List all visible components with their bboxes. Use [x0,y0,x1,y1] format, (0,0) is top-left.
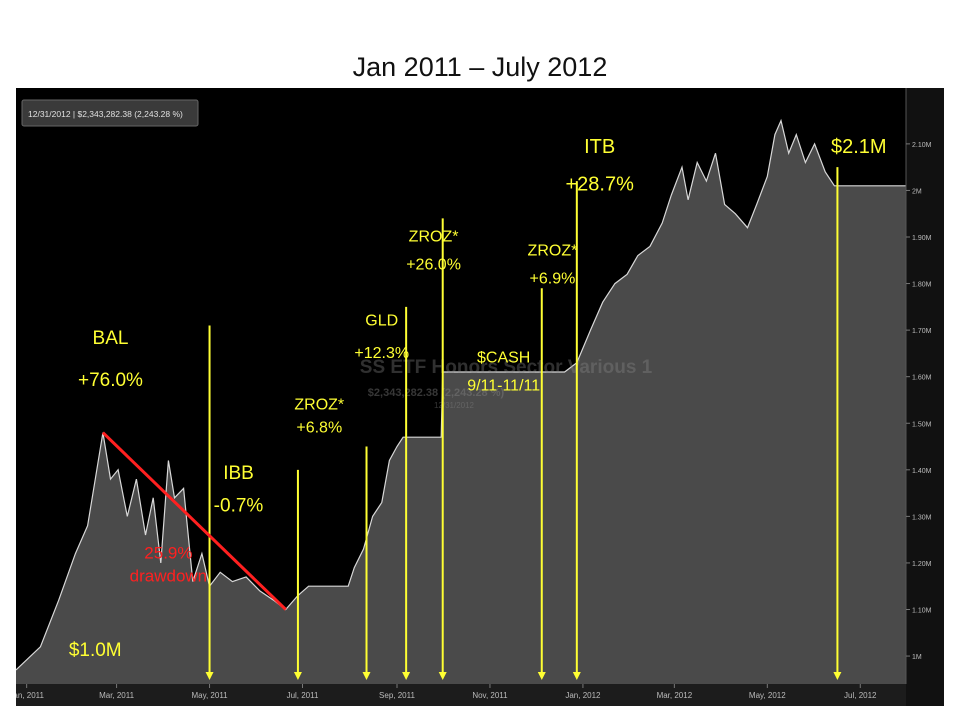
y-tick-label: 1.60M [912,375,932,382]
event-marker-arrowhead [293,672,302,680]
event-marker-arrowhead [205,672,214,680]
annotation-label: -0.7% [214,496,264,517]
value-tooltip: 12/31/2012 | $2,343,282.38 (2,243.28 %) [21,99,199,127]
y-tick-label: 1.50M [912,421,932,428]
y-tick-label: 1.90M [912,235,932,242]
annotation-label: GLD [365,312,398,329]
event-marker-arrowhead [438,672,447,680]
annotation-label: +26.0% [406,257,461,274]
x-tick-label: Mar, 2012 [657,691,693,700]
x-tick-label: Jan, 2011 [16,691,44,700]
x-tick-label: Jan, 2012 [565,691,601,700]
event-markers [205,167,842,680]
y-tick-label: 2M [912,188,922,195]
y-tick-label: 1.20M [912,561,932,568]
y-tick-label: 1M [912,654,922,661]
x-tick-label: Jul, 2012 [844,691,877,700]
annotations: 25.9% drawdown BAL +76.0% IBB -0.7% ZROZ* +6.8%… [69,136,887,661]
event-marker-arrowhead [572,672,581,680]
y-tick-label: 1.70M [912,328,932,335]
event-marker-arrowhead [537,672,546,680]
x-tick-label: May, 2011 [191,691,228,700]
event-marker-arrowhead [362,672,371,680]
annotation-label: +76.0% [78,370,143,391]
x-tick-label: Mar, 2011 [99,691,135,700]
x-tick-label: Jul, 2011 [287,691,319,700]
x-axis-band [16,684,944,706]
value-tooltip-text: 12/31/2012 | $2,343,282.38 (2,243.28 %) [28,109,183,119]
y-tick-label: 1.80M [912,282,932,289]
y-tick-label: 1.40M [912,468,932,475]
portfolio-chart: SS ETF Honors Sector Various 1 $2,343,28… [16,88,944,706]
drawdown-label: 25.9% [144,543,192,562]
y-tick-label: 1.10M [912,608,932,615]
axes: Jan, 2011 Mar, 2011 May, 2011 Jul, 2011 Sep,… [16,88,944,706]
annotation-label: $CASH [477,350,530,367]
annotation-label: BAL [93,328,129,349]
annotation-label: $2.1M [831,136,887,158]
annotation-label: ZROZ* [294,396,344,413]
drawdown-label: drawdown [130,567,208,586]
watermark: SS ETF Honors Sector Various 1 $2,343,28… [360,357,653,410]
x-tick-label: Sep, 2011 [379,691,415,700]
watermark-date: 12/31/2012 [434,401,475,410]
event-marker-arrowhead [833,672,842,680]
watermark-value: $2,343,282.38 (2,243.28 %) [368,387,505,399]
portfolio-line [16,118,906,671]
annotation-label: IBB [223,463,254,484]
area-layer [16,118,906,685]
y-tick-label: 2.10M [912,142,932,149]
watermark-title: SS ETF Honors Sector Various 1 [360,357,653,378]
annotation-label: +12.3% [354,345,409,362]
x-tick-label: May, 2012 [749,691,786,700]
annotation-label: ZROZ* [528,243,578,260]
event-marker-arrowhead [402,672,411,680]
x-tick-label: Nov, 2011 [472,691,508,700]
y-tick-label: 1.30M [912,514,932,521]
drawdown-line [101,431,287,611]
annotation-label: ZROZ* [409,229,459,246]
y-axis-band [906,88,944,706]
annotation-label: +28.7% [565,173,634,195]
slide-title: Jan 2011 – July 2012 [352,52,608,82]
annotation-label: +6.9% [530,271,576,288]
annotation-label: 9/11-11/11 [467,378,540,395]
portfolio-area [16,120,906,685]
annotation-label: $1.0M [69,640,122,661]
annotation-label: ITB [584,136,615,158]
annotation-label: +6.8% [296,420,342,437]
